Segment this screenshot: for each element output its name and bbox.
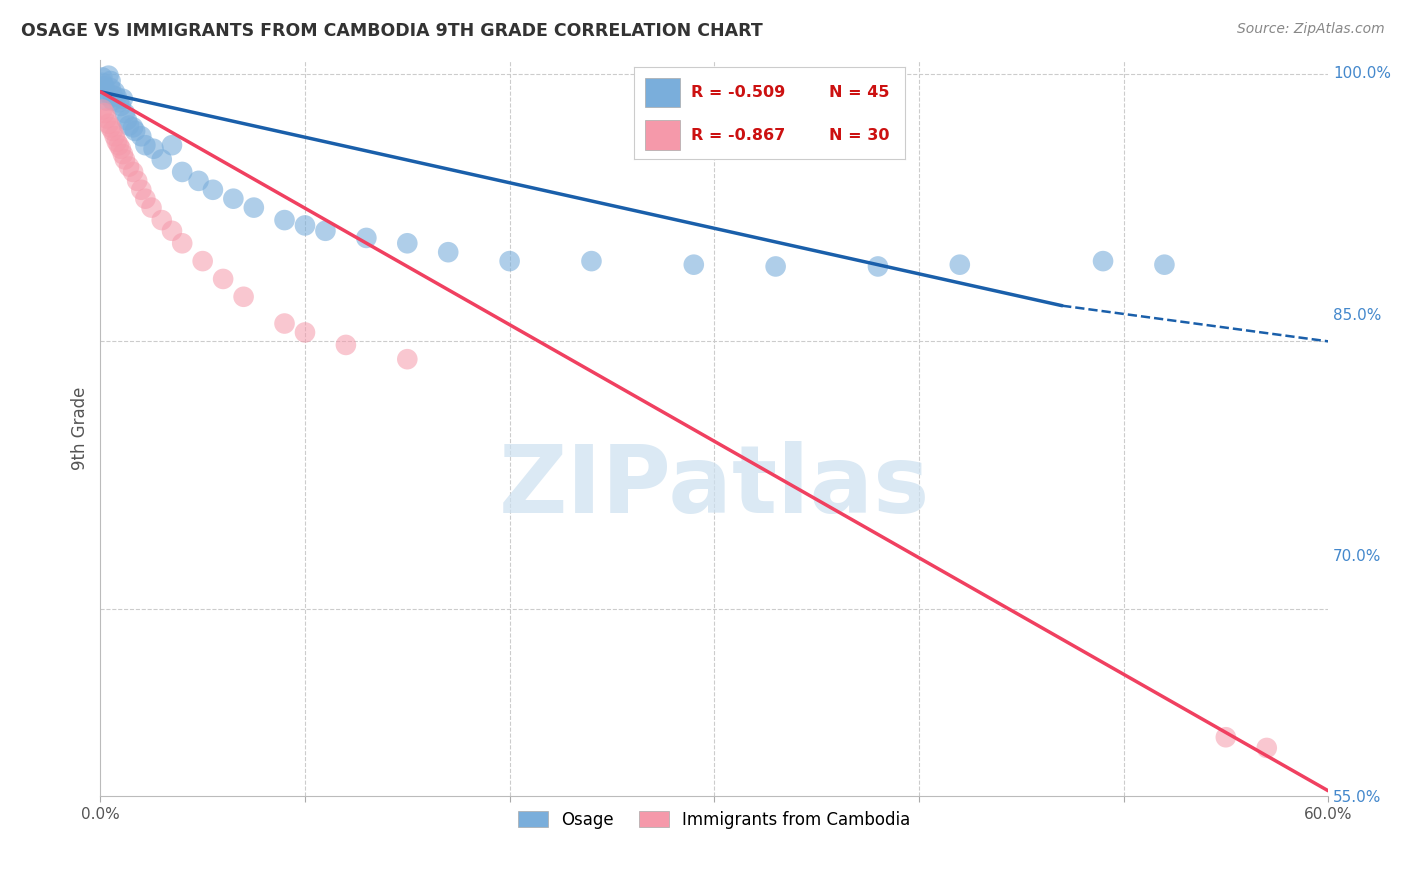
- Point: [101, 124, 124, 138]
- Point: [212, 272, 235, 286]
- Point: [93, 85, 115, 99]
- Point: [122, 165, 145, 179]
- Point: [682, 258, 704, 272]
- Point: [335, 338, 357, 352]
- Point: [107, 95, 129, 110]
- Point: [150, 153, 173, 167]
- Point: [115, 113, 138, 128]
- Point: [96, 88, 118, 103]
- Point: [100, 81, 122, 95]
- Point: [104, 85, 127, 99]
- Point: [110, 99, 132, 113]
- Point: [437, 245, 460, 260]
- Point: [141, 201, 163, 215]
- Point: [396, 352, 419, 367]
- Point: [243, 201, 266, 215]
- Point: [104, 129, 127, 144]
- Point: [142, 142, 165, 156]
- Point: [118, 119, 141, 133]
- Point: [91, 103, 114, 117]
- Point: [105, 135, 128, 149]
- Point: [273, 317, 295, 331]
- Y-axis label: 9th Grade: 9th Grade: [72, 386, 89, 469]
- Point: [232, 290, 254, 304]
- Point: [498, 254, 520, 268]
- Point: [160, 224, 183, 238]
- Text: Source: ZipAtlas.com: Source: ZipAtlas.com: [1237, 22, 1385, 37]
- Point: [100, 120, 122, 135]
- Point: [273, 213, 295, 227]
- Point: [111, 92, 134, 106]
- Point: [187, 174, 209, 188]
- Point: [356, 231, 378, 245]
- Point: [96, 94, 118, 108]
- Point: [127, 174, 149, 188]
- Point: [96, 112, 118, 126]
- Point: [100, 74, 122, 88]
- Text: ZIPatlas: ZIPatlas: [499, 441, 929, 533]
- Point: [105, 90, 128, 104]
- Point: [150, 213, 173, 227]
- Point: [1215, 731, 1237, 745]
- Point: [122, 120, 145, 135]
- Point: [314, 224, 336, 238]
- Point: [191, 254, 214, 268]
- Point: [581, 254, 603, 268]
- Point: [91, 76, 114, 90]
- Point: [114, 106, 136, 120]
- Point: [118, 160, 141, 174]
- Point: [101, 94, 124, 108]
- Legend: Osage, Immigrants from Cambodia: Osage, Immigrants from Cambodia: [512, 805, 917, 836]
- Text: OSAGE VS IMMIGRANTS FROM CAMBODIA 9TH GRADE CORRELATION CHART: OSAGE VS IMMIGRANTS FROM CAMBODIA 9TH GR…: [21, 22, 763, 40]
- Point: [110, 142, 132, 156]
- Point: [949, 258, 972, 272]
- Point: [111, 147, 134, 161]
- Point: [114, 153, 136, 167]
- Point: [172, 165, 194, 179]
- Point: [765, 260, 787, 274]
- Point: [107, 138, 129, 153]
- Point: [97, 69, 120, 83]
- Point: [222, 192, 245, 206]
- Point: [134, 138, 156, 153]
- Point: [124, 124, 146, 138]
- Point: [101, 88, 124, 103]
- Point: [1153, 258, 1175, 272]
- Point: [91, 70, 114, 85]
- Point: [396, 236, 419, 251]
- Point: [294, 326, 316, 340]
- Point: [201, 183, 224, 197]
- Point: [129, 129, 152, 144]
- Point: [294, 219, 316, 233]
- Point: [160, 138, 183, 153]
- Point: [1256, 740, 1278, 755]
- Point: [172, 236, 194, 251]
- Point: [1092, 254, 1115, 268]
- Point: [97, 117, 120, 131]
- Point: [129, 183, 152, 197]
- Point: [93, 106, 115, 120]
- Point: [134, 192, 156, 206]
- Point: [866, 260, 889, 274]
- Point: [93, 79, 115, 94]
